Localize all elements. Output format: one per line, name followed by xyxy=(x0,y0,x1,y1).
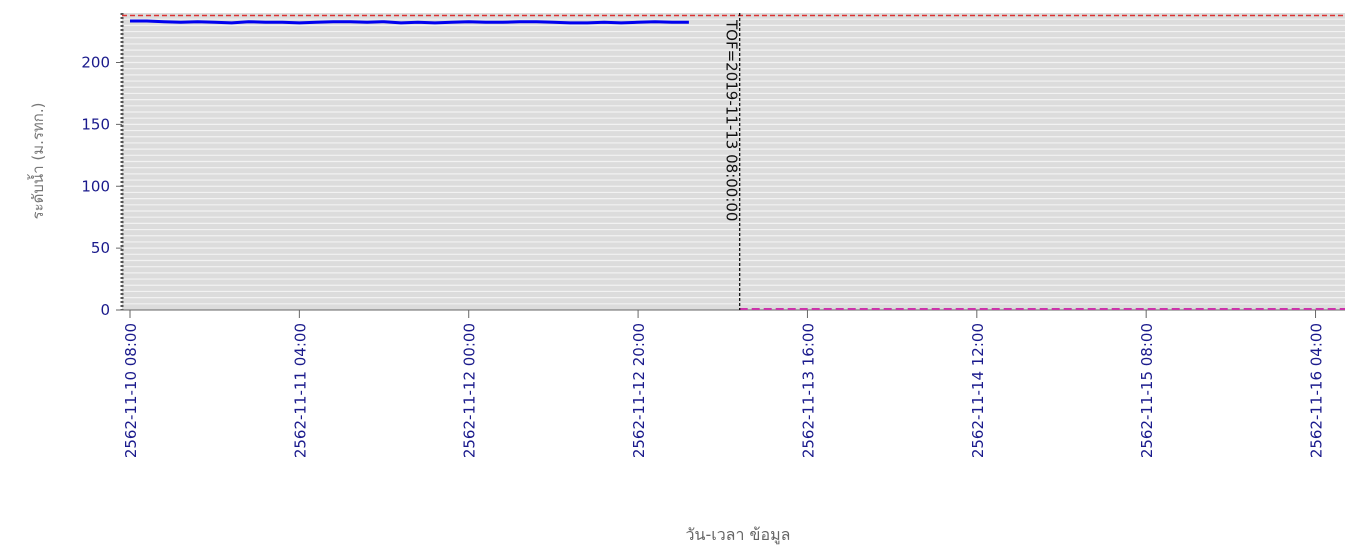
x-tick-label: 2562-11-15 08:00 xyxy=(1138,323,1156,458)
y-tick-label: 200 xyxy=(81,54,110,72)
reference-lines xyxy=(122,14,1345,310)
x-tick-label: 2562-11-12 00:00 xyxy=(461,323,479,458)
x-tick-label: 2562-11-10 08:00 xyxy=(122,323,140,458)
y-tick-label: 50 xyxy=(91,239,110,257)
x-tick-label: 2562-11-13 16:00 xyxy=(799,323,817,458)
y-tick-label: 0 xyxy=(100,301,110,319)
y-ticks: 0 50 100 150 200 xyxy=(81,54,122,319)
y-axis-label: ระดับน้ำ (ม.รทก.) xyxy=(27,103,47,220)
x-axis-label: วัน-เวลา ข้อมูล xyxy=(686,525,791,545)
x-tick-label: 2562-11-16 04:00 xyxy=(1308,323,1326,458)
annotations: TOF=2019-11-13 08:00:00 xyxy=(723,13,741,310)
y-tick-label: 150 xyxy=(81,115,110,133)
water-level-series-line xyxy=(130,19,689,25)
series-layer xyxy=(130,19,689,25)
x-ticks: 2562-11-10 08:00 2562-11-11 04:00 2562-11-… xyxy=(122,310,1326,458)
x-tick-label: 2562-11-11 04:00 xyxy=(291,323,309,458)
tof-marker-label: TOF=2019-11-13 08:00:00 xyxy=(723,19,741,221)
x-tick-label: 2562-11-12 20:00 xyxy=(630,323,648,458)
y-tick-label: 100 xyxy=(81,177,110,195)
x-tick-label: 2562-11-14 12:00 xyxy=(969,323,987,458)
gridlines xyxy=(124,18,1345,305)
